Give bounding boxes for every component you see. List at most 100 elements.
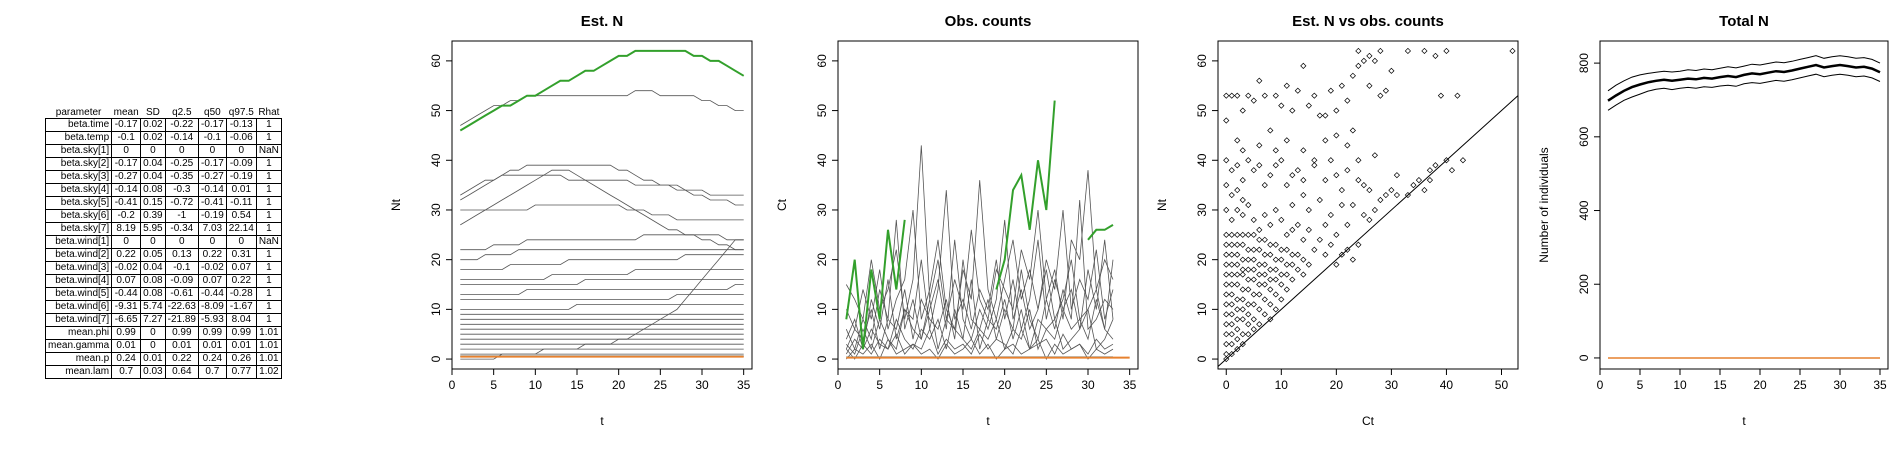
scatter-point — [1327, 157, 1334, 164]
table-header-row: parameter mean SD q2.5 q50 q97.5 Rhat — [46, 106, 282, 119]
x-tick-label: 40 — [1440, 378, 1454, 392]
scatter-point — [1228, 331, 1235, 338]
scatter-point — [1250, 291, 1257, 298]
y-tick-label: 60 — [815, 54, 829, 68]
scatter-point — [1278, 102, 1285, 109]
scatter-point — [1289, 201, 1296, 209]
scatter-point — [1437, 92, 1445, 99]
scatter-point — [1322, 251, 1329, 258]
scatter-point — [1239, 341, 1246, 348]
scatter-point — [1234, 137, 1241, 144]
scatter-point — [1267, 241, 1274, 248]
scatter-point — [1228, 261, 1235, 268]
scatter-point — [1360, 182, 1367, 189]
parameter-table: parameter mean SD q2.5 q50 q97.5 Rhat beta.tim… — [44, 106, 282, 379]
scatter-point — [1349, 72, 1356, 79]
scatter-point — [1371, 206, 1378, 214]
scatter-point — [1278, 296, 1285, 303]
scatter-point — [1239, 147, 1246, 154]
highlight-line-segment — [1087, 224, 1114, 241]
x-tick-label: 0 — [449, 378, 456, 392]
trace-line-6 — [845, 279, 1114, 355]
scatter-point — [1256, 306, 1263, 313]
scatter-point — [1360, 57, 1367, 64]
scatter-point — [1256, 291, 1263, 298]
scatter-point — [1289, 261, 1296, 268]
scatter-point — [1250, 256, 1257, 263]
scatter-point — [1223, 321, 1230, 328]
scatter-point — [1360, 211, 1367, 219]
plot-area — [459, 49, 745, 360]
scatter-point — [1267, 276, 1274, 283]
y-tick-label: 60 — [1195, 54, 1209, 68]
x-tick-label: 10 — [529, 378, 543, 392]
scatter-point — [1278, 216, 1285, 224]
scatter-point — [1228, 271, 1235, 278]
scatter-point — [1239, 266, 1246, 273]
scatter-point — [1245, 157, 1252, 164]
trace-line-8 — [460, 254, 744, 271]
trace-line-5 — [460, 204, 744, 221]
table-body: beta.time -0.17 0.02 -0.22 -0.17 -0.13 1 beta.t… — [44, 118, 282, 379]
scatter-point — [1443, 157, 1450, 164]
x-tick-label: 0 — [1223, 378, 1230, 392]
scatter-point — [1223, 261, 1230, 268]
scatter-point — [1426, 177, 1434, 184]
scatter-point — [1261, 296, 1268, 303]
scatter-point — [1267, 172, 1274, 179]
trace-line-9 — [460, 269, 744, 280]
scatter-point — [1316, 112, 1323, 119]
scatter-point — [1256, 162, 1263, 169]
scatter-point — [1338, 201, 1345, 209]
scatter-point — [1223, 231, 1230, 238]
scatter-point — [1289, 172, 1296, 179]
y-tick-label: 60 — [429, 54, 443, 68]
scatter-point — [1311, 157, 1318, 164]
scatter-point — [1261, 92, 1268, 99]
scatter-point — [1300, 236, 1307, 243]
column-header: SD — [145, 106, 160, 118]
scatter-point — [1239, 306, 1246, 313]
table-row: beta.sky[7] 8.19 5.95 -0.34 7.03 22.14 1 — [44, 222, 282, 236]
x-tick-label: 35 — [737, 378, 751, 392]
x-tick-label: 10 — [915, 378, 929, 392]
scatter-point — [1228, 341, 1235, 348]
scatter-point — [1338, 82, 1345, 89]
scatter-point — [1366, 186, 1373, 194]
table-row: beta.sky[2] -0.17 0.04 -0.25 -0.17 -0.09 1 — [44, 157, 282, 171]
scatter-point — [1388, 67, 1395, 74]
scatter-point — [1256, 271, 1263, 278]
y-tick-label: 40 — [429, 153, 443, 167]
scatter-point — [1234, 296, 1241, 303]
scatter-point — [1239, 286, 1246, 293]
scatter-point — [1371, 152, 1378, 159]
x-tick-label: 5 — [490, 378, 497, 392]
trace-line-2 — [460, 164, 744, 206]
trace-line-9 — [845, 338, 1114, 361]
scatter-point — [1327, 211, 1334, 219]
table-row: beta.sky[5] -0.41 0.15 -0.72 -0.41 -0.11 1 — [44, 196, 282, 210]
scatter-point — [1239, 316, 1246, 323]
scatter-point — [1289, 276, 1296, 283]
scatter-point — [1294, 251, 1301, 258]
scatter-point — [1410, 182, 1417, 189]
scatter-point — [1272, 276, 1279, 283]
scatter-point — [1267, 251, 1274, 258]
scatter-point — [1234, 241, 1241, 248]
scatter-point — [1349, 201, 1356, 209]
highlight-line-segment — [459, 49, 745, 132]
scatter-point — [1239, 196, 1246, 204]
trace-line-4 — [460, 169, 744, 251]
scatter-point — [1250, 316, 1257, 323]
scatter-point — [1305, 102, 1312, 109]
scatter-point — [1228, 311, 1235, 318]
x-tick-label: 20 — [998, 378, 1012, 392]
y-tick-label: 20 — [815, 253, 829, 267]
scatter-point — [1239, 271, 1246, 278]
scatter-point — [1234, 326, 1241, 333]
scatter-point — [1234, 162, 1241, 169]
plot-frame — [837, 40, 1139, 370]
column-header: q2.5 — [172, 106, 192, 118]
scatter-point — [1404, 47, 1412, 55]
y-tick-label: 30 — [815, 203, 829, 217]
